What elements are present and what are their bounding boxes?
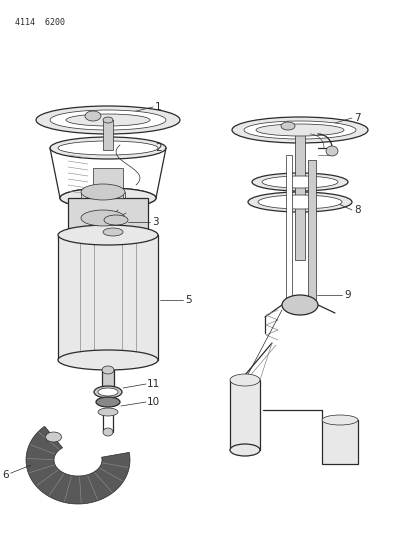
Bar	[230, 380, 260, 450]
Polygon shape	[26, 426, 130, 504]
Ellipse shape	[252, 173, 348, 191]
Text: 2: 2	[155, 143, 162, 153]
Ellipse shape	[58, 141, 158, 155]
Ellipse shape	[58, 350, 158, 370]
Bar	[102, 370, 114, 392]
Bar	[58, 235, 158, 360]
Bar	[286, 155, 292, 305]
Ellipse shape	[103, 228, 123, 236]
Ellipse shape	[256, 124, 344, 136]
Text: 10: 10	[147, 397, 160, 407]
Ellipse shape	[102, 366, 114, 374]
Ellipse shape	[98, 388, 118, 396]
Ellipse shape	[46, 432, 62, 442]
Ellipse shape	[81, 184, 125, 200]
Text: 11: 11	[147, 379, 160, 389]
Ellipse shape	[36, 106, 180, 134]
Ellipse shape	[60, 188, 156, 208]
Ellipse shape	[248, 192, 352, 212]
Text: 1: 1	[155, 102, 162, 112]
Text: 6: 6	[2, 470, 9, 480]
Bar	[103, 412, 113, 432]
Ellipse shape	[262, 176, 338, 188]
Text: 9: 9	[344, 290, 350, 300]
Text: 4: 4	[152, 233, 159, 243]
Ellipse shape	[282, 295, 318, 315]
Ellipse shape	[60, 188, 156, 208]
Bar	[308, 160, 316, 300]
Ellipse shape	[103, 428, 113, 436]
Ellipse shape	[322, 415, 358, 425]
Ellipse shape	[50, 137, 166, 159]
Ellipse shape	[96, 397, 120, 407]
Bar	[68, 198, 148, 233]
Ellipse shape	[104, 215, 128, 225]
Ellipse shape	[326, 146, 338, 156]
Ellipse shape	[230, 374, 260, 386]
Ellipse shape	[58, 225, 158, 245]
Bar	[103, 120, 113, 150]
Ellipse shape	[66, 114, 150, 126]
Ellipse shape	[50, 110, 166, 130]
Bar	[295, 130, 305, 260]
Text: 3: 3	[152, 217, 159, 227]
Ellipse shape	[230, 444, 260, 456]
Text: 7: 7	[354, 113, 361, 123]
Ellipse shape	[98, 408, 118, 416]
Ellipse shape	[103, 117, 113, 123]
Ellipse shape	[258, 195, 342, 209]
Bar	[322, 420, 358, 464]
Ellipse shape	[85, 111, 101, 121]
Ellipse shape	[81, 210, 125, 226]
Ellipse shape	[94, 386, 122, 398]
Text: 5: 5	[185, 295, 192, 305]
Text: 4114  6200: 4114 6200	[15, 18, 65, 27]
Ellipse shape	[244, 121, 356, 139]
Ellipse shape	[232, 117, 368, 143]
Ellipse shape	[102, 388, 114, 396]
Ellipse shape	[281, 122, 295, 130]
Text: 8: 8	[354, 205, 361, 215]
Bar	[93, 168, 123, 198]
